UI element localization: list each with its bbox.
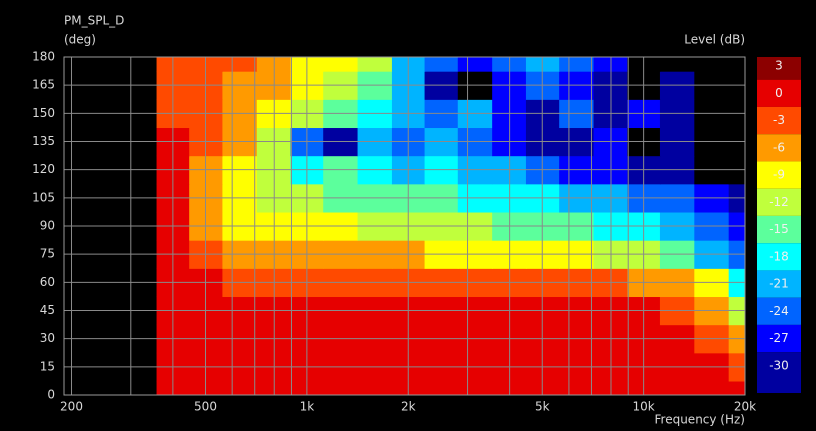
y-tick-label: 30 — [40, 331, 55, 345]
colorbar-tick-label: -21 — [769, 277, 789, 291]
heatmap-cell — [559, 57, 595, 72]
colorbar-label: Level (dB) — [684, 33, 745, 47]
colorbar-band — [757, 243, 801, 271]
heatmap-cell — [659, 57, 695, 72]
colorbar-tick-label: -27 — [769, 331, 789, 345]
colorbar: 3 0 -3 -6 -9 -12 -15 -18 -21 -24 -27 -30 — [757, 57, 801, 393]
colorbar-tick-label: -30 — [769, 358, 789, 372]
y-tick-label: 135 — [32, 134, 55, 148]
y-tick-label: 105 — [32, 190, 55, 204]
colorbar-tick-label: -9 — [773, 168, 785, 182]
heatmap-cell — [525, 380, 560, 395]
y-tick-label: 120 — [32, 162, 55, 176]
heatmap-cell — [424, 57, 459, 72]
heatmap-cell — [222, 380, 258, 395]
x-tick-label: 2k — [401, 400, 416, 414]
heatmap-cell — [728, 57, 745, 72]
heatmap-cell — [189, 57, 224, 72]
colorbar-band — [757, 79, 801, 107]
x-tick-label: 1k — [300, 400, 315, 414]
heatmap-cell — [357, 380, 393, 395]
y-tick-label: 180 — [32, 50, 55, 64]
colorbar-band — [757, 188, 801, 216]
colorbar-band — [757, 57, 801, 80]
y-tick-label: 45 — [40, 303, 55, 317]
colorbar-band — [757, 324, 801, 353]
colorbar-tick-label: -6 — [773, 140, 785, 154]
y-axis-label: (deg) — [64, 33, 96, 47]
plot-border — [63, 56, 746, 396]
colorbar-tick-label: -24 — [769, 304, 789, 318]
heatmap-cell — [357, 57, 393, 72]
colorbar-tick-label: -15 — [769, 222, 789, 236]
heatmap-cell — [525, 57, 560, 72]
x-tick-label: 5k — [535, 400, 550, 414]
colorbar-tick-label: -18 — [769, 249, 789, 263]
heatmap-cell — [457, 57, 493, 72]
colorbar-band — [757, 106, 801, 135]
y-tick-label: 90 — [40, 219, 55, 233]
x-tick-label: 200 — [60, 400, 83, 414]
heatmap-cell — [694, 57, 730, 72]
heatmap-cell — [424, 380, 459, 395]
heatmap-cell — [189, 380, 224, 395]
colorbar-band — [757, 352, 801, 393]
colorbar-tick-label: 0 — [775, 86, 783, 100]
x-tick-label: 20k — [734, 400, 756, 414]
labels: 0 15 30 45 60 75 90 105 120 135 150 165 180 200 500 1k 2… — [32, 50, 756, 414]
x-tick-label: 500 — [194, 400, 217, 414]
colorbar-band — [757, 215, 801, 244]
y-tick-label: 150 — [32, 106, 55, 120]
chart-title: PM_SPL_D — [64, 14, 124, 28]
heatmap-cell — [694, 380, 730, 395]
colorbar-band — [757, 270, 801, 298]
heatmap-cell — [222, 57, 258, 72]
heatmap-cell — [659, 380, 695, 395]
heatmap-cell — [728, 380, 745, 395]
heatmap-cell — [457, 380, 493, 395]
y-tick-label: 75 — [40, 247, 55, 261]
y-tick-label: 15 — [40, 359, 55, 373]
colorbar-band — [757, 297, 801, 325]
colorbar-tick-label: -3 — [773, 113, 785, 127]
colorbar-tick-label: 3 — [775, 59, 783, 73]
heatmap-cell — [323, 380, 359, 395]
x-axis-label: Frequency (Hz) — [655, 413, 746, 427]
colorbar-band — [757, 134, 801, 162]
heatmap-cell — [559, 380, 595, 395]
colorbar-tick-label: -12 — [769, 195, 789, 209]
y-tick-label: 60 — [40, 275, 55, 289]
y-tick-label: 165 — [32, 78, 55, 92]
colorbar-band — [757, 161, 801, 189]
x-tick-label: 10k — [633, 400, 655, 414]
y-tick-label: 0 — [47, 388, 55, 402]
heatmap-cell — [323, 57, 359, 72]
